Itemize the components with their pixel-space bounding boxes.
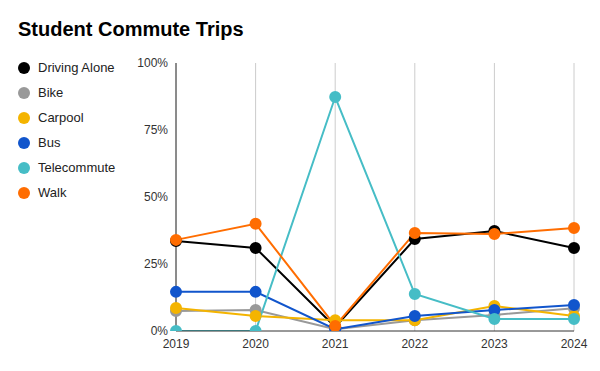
svg-text:0%: 0% [151, 324, 169, 338]
svg-text:2022: 2022 [401, 337, 428, 351]
html-text:Telecommute: Telecommute [38, 160, 116, 175]
svg-text:2021: 2021 [322, 337, 349, 351]
svg-text:25%: 25% [144, 257, 168, 271]
html-text:Walk: Walk [38, 185, 67, 200]
html-text:Student Commute Trips: Student Commute Trips [18, 18, 244, 40]
svg-text:2019: 2019 [163, 337, 190, 351]
svg-text:2023: 2023 [481, 337, 508, 351]
svg-text:2020: 2020 [242, 337, 269, 351]
html-text:Bus: Bus [38, 135, 61, 150]
html-text:Carpool: Carpool [38, 110, 84, 125]
svg-text:100%: 100% [137, 56, 168, 70]
html-text:Driving Alone: Driving Alone [38, 60, 115, 75]
svg-text:50%: 50% [144, 190, 168, 204]
svg-text:2024: 2024 [561, 337, 588, 351]
html-text:Bike: Bike [38, 85, 64, 100]
svg-text:75%: 75% [144, 123, 168, 137]
